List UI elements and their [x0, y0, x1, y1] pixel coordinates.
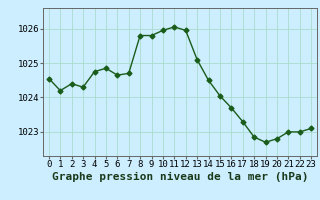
X-axis label: Graphe pression niveau de la mer (hPa): Graphe pression niveau de la mer (hPa) — [52, 172, 308, 182]
